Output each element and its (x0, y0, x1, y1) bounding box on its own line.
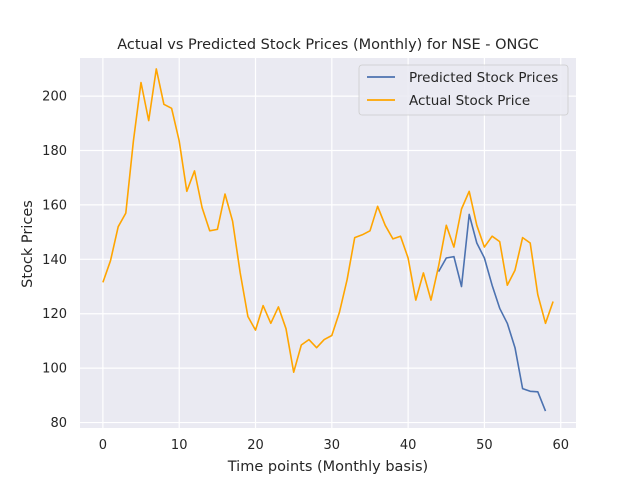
predicted-stock-prices-legend-label: Predicted Stock Prices (409, 70, 558, 86)
predicted-stock-prices-line (437, 213, 547, 412)
gridlines (80, 58, 576, 428)
y-tick-label: 200 (42, 90, 67, 105)
y-tick-label: 180 (42, 144, 67, 159)
y-axis-ticks: 80 100 120 140 160 180 200 (42, 90, 67, 431)
y-tick-label: 100 (42, 362, 67, 377)
y-tick-label: 120 (42, 307, 67, 322)
y-tick-label: 160 (42, 198, 67, 213)
legend: Predicted Stock Prices Actual Stock Price (358, 64, 569, 116)
chart-title: Actual vs Predicted Stock Prices (Monthl… (117, 37, 539, 53)
x-tick-label: 20 (247, 438, 264, 453)
y-tick-label: 80 (50, 416, 67, 431)
series-lines (102, 68, 554, 412)
x-tick-label: 50 (476, 438, 493, 453)
x-tick-label: 40 (400, 438, 417, 453)
x-tick-label: 0 (99, 438, 107, 453)
y-axis-label: Stock Prices (20, 200, 36, 288)
legend-box (358, 64, 569, 116)
actual-stock-price-legend-label: Actual Stock Price (409, 93, 530, 109)
x-tick-label: 60 (552, 438, 569, 453)
x-tick-label: 10 (171, 438, 188, 453)
x-axis-label: Time points (Monthly basis) (227, 459, 428, 475)
y-tick-label: 140 (42, 253, 67, 268)
x-tick-label: 30 (324, 438, 341, 453)
x-axis-ticks: 0 10 20 30 40 50 60 (99, 438, 569, 453)
actual-stock-price-line (102, 68, 554, 374)
plot-area (80, 58, 576, 428)
